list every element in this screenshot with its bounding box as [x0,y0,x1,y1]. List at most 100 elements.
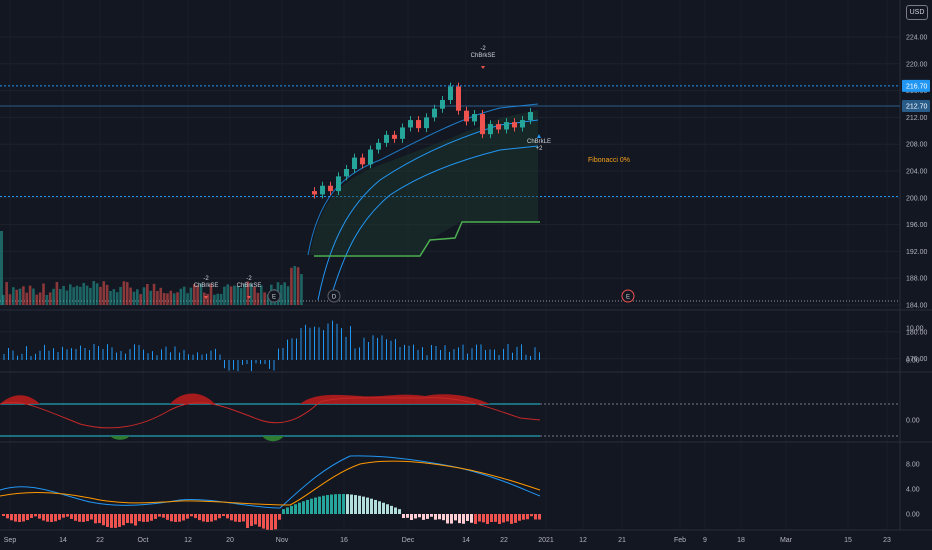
currency-label[interactable]: USD [906,5,928,20]
candle-body [368,149,373,165]
macd-histogram-bar [466,514,469,521]
candle-body [432,108,437,118]
volume-bar [186,293,189,305]
macd-histogram-bar [474,514,477,524]
macd-histogram-bar [510,514,513,524]
candle-body [376,142,381,150]
macd-histogram-bar [278,514,281,520]
volume-bar [290,267,293,305]
price-tick-label: 188.00 [906,276,928,283]
macd-histogram-bar [186,514,189,519]
stop-line [314,221,540,257]
volume-bar [136,289,139,305]
candle-body [312,191,317,195]
volume-bar [38,292,42,305]
volume-bar [142,287,146,305]
macd-histogram-bar [262,514,265,529]
macd-histogram-bar [398,509,401,514]
macd-histogram-bar [138,514,141,522]
volume-bar [18,288,22,305]
macd-histogram-bar [102,514,105,526]
macd-histogram-bar [530,514,533,517]
volume-bar [12,287,15,305]
volume-tick-label: 10.00 [906,326,924,333]
macd-histogram-bar [438,514,441,520]
candle-body [496,124,501,130]
macd-histogram-bar [494,514,497,522]
time-axis-label: 20 [226,537,234,544]
volume-bar [125,282,129,305]
event-marker-icon [327,289,341,303]
volume-bar [105,284,109,305]
macd-histogram-bar [322,495,325,514]
macd-histogram-bar [294,504,297,514]
event-marker-label: E [626,295,630,301]
time-axis-label: Oct [138,537,149,544]
fibonacci-label: Fibonacci 0% [588,157,631,164]
macd-histogram-bar [90,514,93,520]
volume-bar [209,283,213,305]
volume-bar [95,283,99,305]
macd-histogram-bar [514,514,517,523]
volume-bar [172,293,176,305]
macd-histogram-bar [26,514,29,521]
macd-histogram-bar [442,514,445,521]
volume-bar [42,283,45,305]
macd-histogram-bar [70,514,73,519]
candle-body [472,114,477,122]
volume-bar [82,282,85,305]
macd-histogram-bar [370,498,373,514]
macd-histogram-bar [62,514,65,518]
macd-histogram-bar [214,514,217,521]
volume-bar [79,286,82,305]
macd-histogram-bar [426,514,429,519]
time-axis-label: Nov [276,537,289,544]
macd-histogram-bar [242,514,245,522]
macd-histogram-bar [34,514,37,517]
time-axis-label: Mar [780,537,793,544]
signal-label: -2 [203,276,209,282]
macd-histogram-bar [178,514,181,522]
macd-histogram-bar [174,514,177,522]
volume-bar [48,292,52,305]
volume-bar [72,287,75,305]
volume-bar [229,286,233,305]
macd-histogram-bar [158,514,161,517]
macd-histogram-bar [6,514,9,519]
macd-histogram-bar [218,514,221,519]
volume-bar [296,267,300,305]
macd-histogram-bar [522,514,525,520]
macd-histogram-bar [166,514,169,520]
oscillator-line [0,397,541,429]
volume-bar [0,231,3,305]
volume-bar [62,285,65,305]
macd-histogram-bar [146,514,149,522]
event-marker-icon [621,289,635,303]
volume-bar [253,286,256,305]
macd-tick-label: 0.00 [906,512,920,519]
macd-histogram-bar [118,514,121,527]
volume-bar [89,287,92,305]
macd-histogram-bar [222,514,225,517]
macd-histogram-bar [418,514,421,518]
macd-histogram-bar [106,514,109,527]
macd-histogram-bar [386,504,389,514]
middle-band-line [317,119,539,301]
candle-body [424,117,429,129]
macd-histogram-bar [162,514,165,518]
volume-bar [226,284,230,305]
lower-price-tag [902,100,930,113]
macd-histogram-bar [150,514,153,521]
macd-histogram-bar [266,514,269,530]
volume-bar [286,286,290,305]
volume-bar [22,286,25,305]
macd-histogram-bar [454,514,457,521]
macd-histogram-bar [314,497,317,514]
macd-histogram-bar [394,507,397,514]
volume-bar [122,281,126,305]
volume-bar [223,286,226,305]
volume-bar [149,290,152,305]
macd-histogram-bar [390,505,393,514]
